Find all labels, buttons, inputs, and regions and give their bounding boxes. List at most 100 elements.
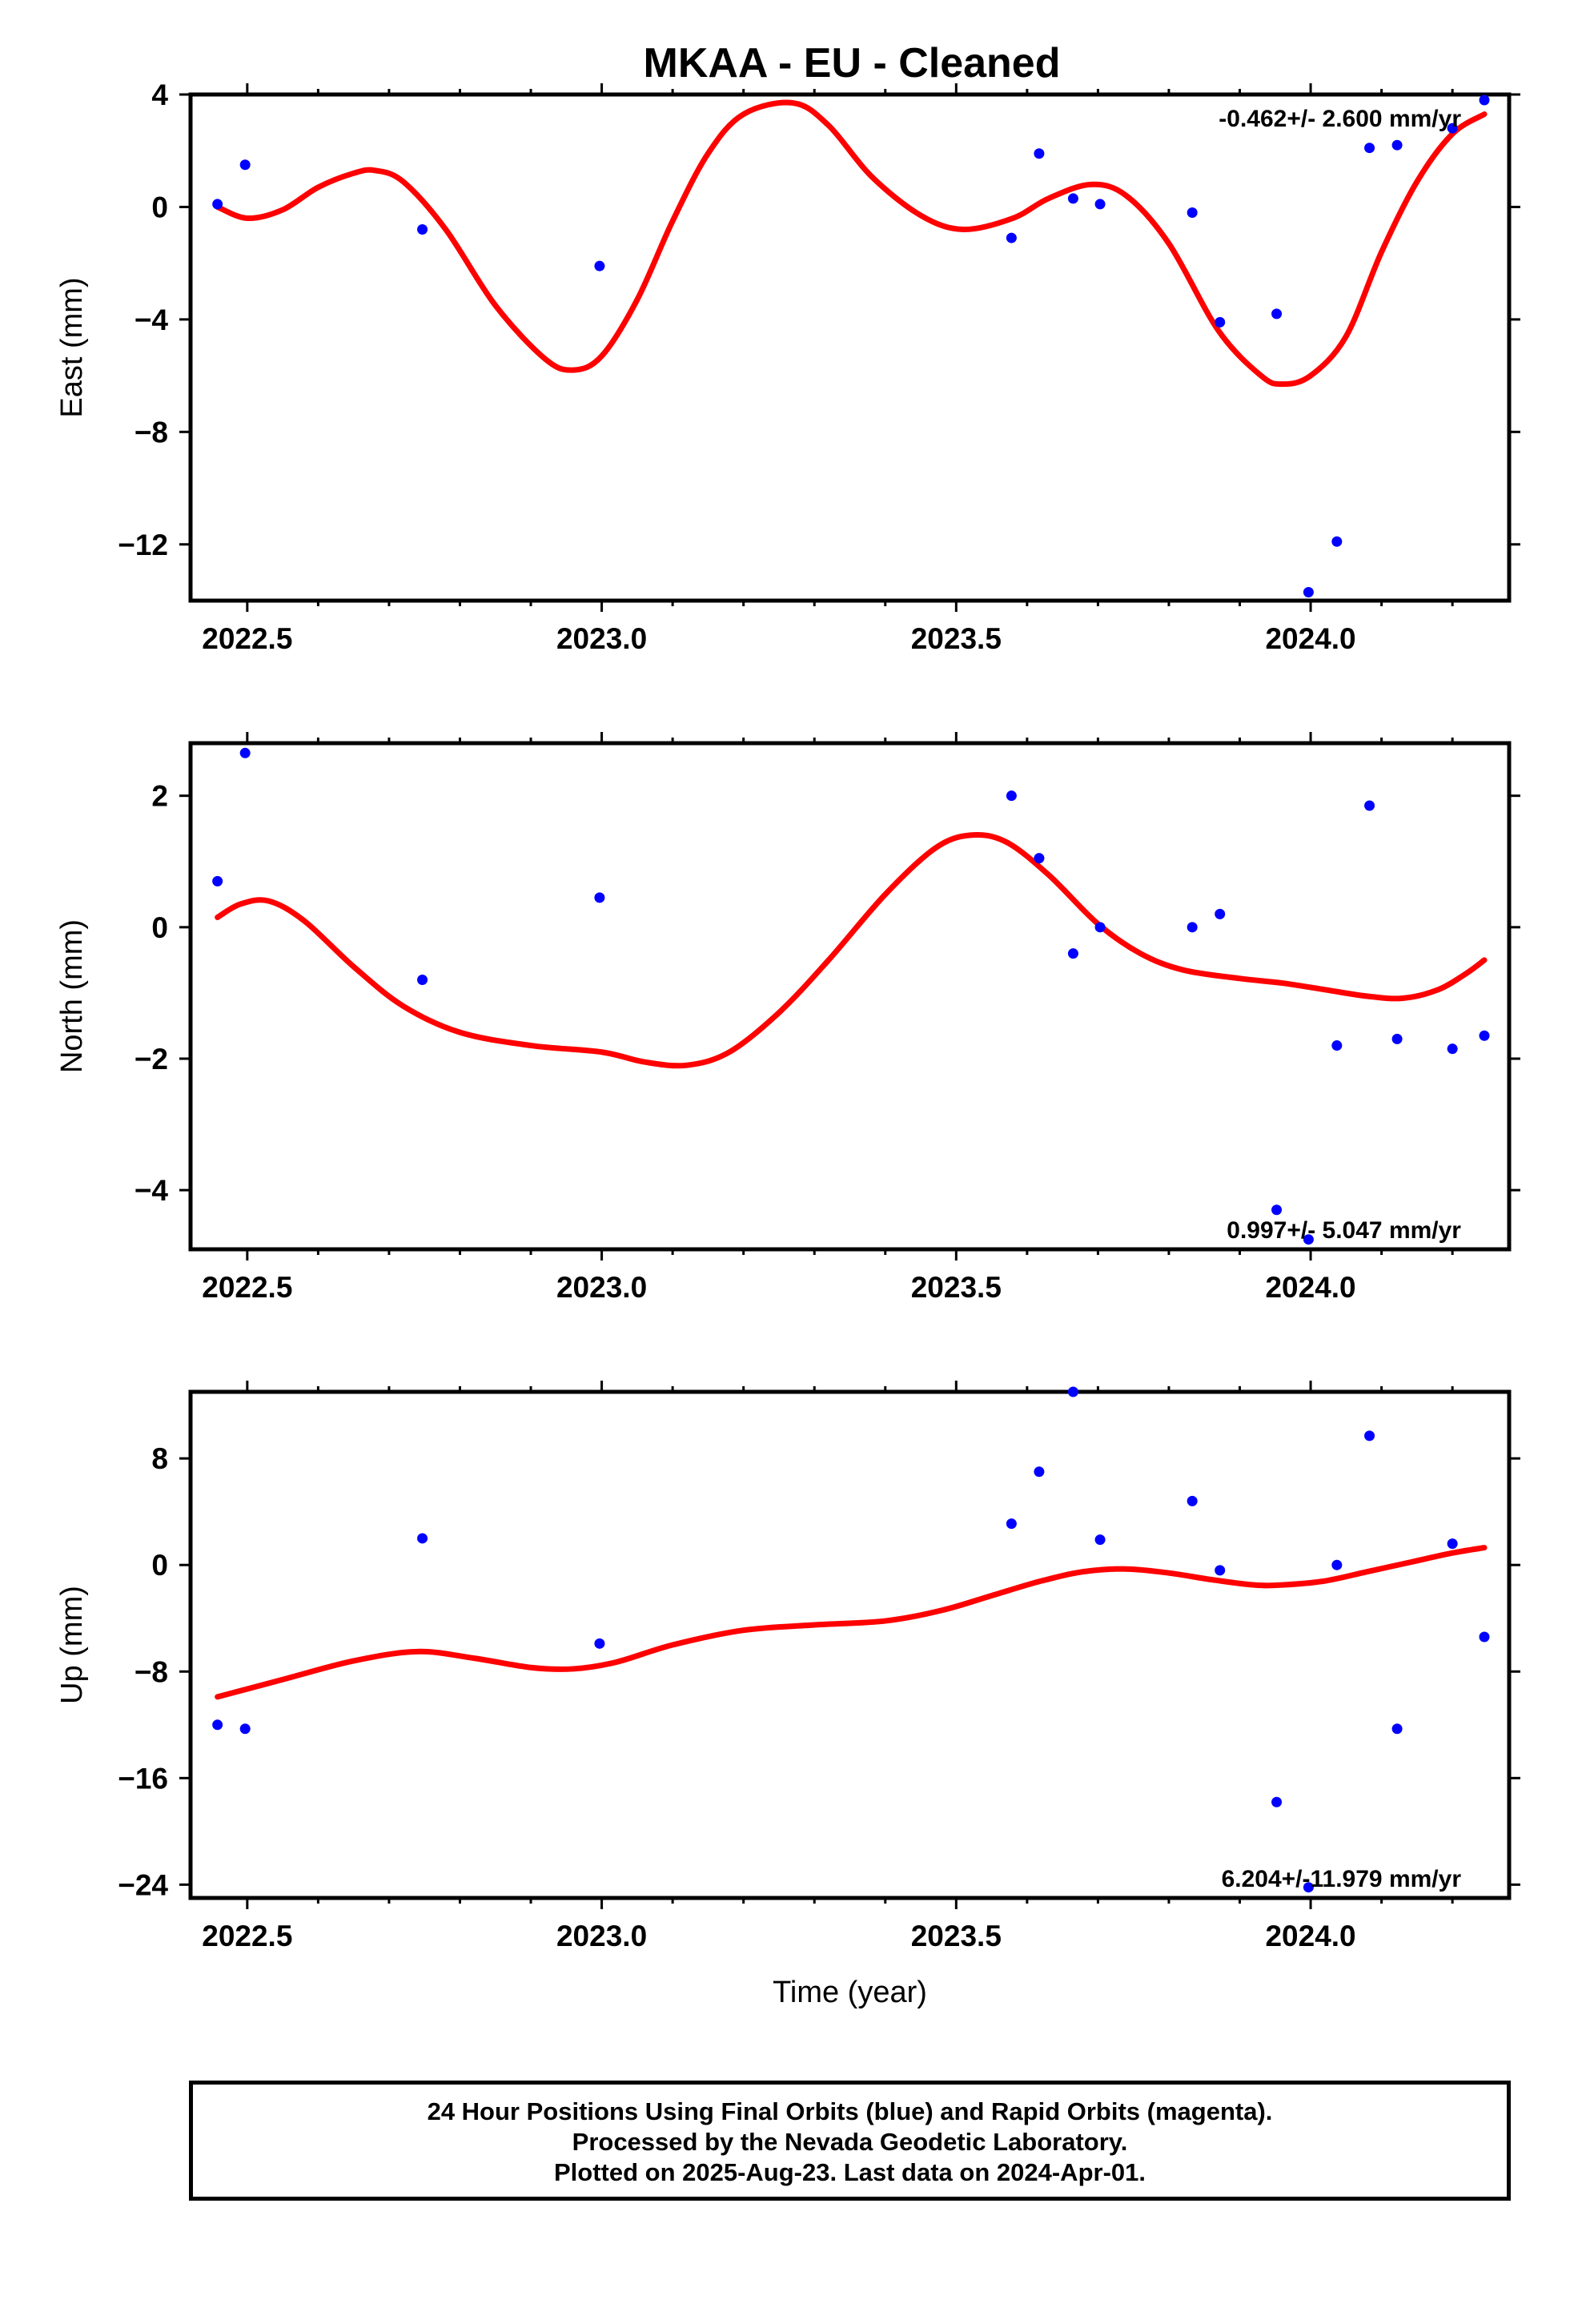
north-data-point: [1215, 908, 1226, 919]
north-data-point: [1447, 1043, 1458, 1055]
up-panel: 2022.5 2023.0 2023.5 2024.0 8 0 −8 −16 −24 Up (mm…: [55, 1381, 1520, 2009]
north-data-point: [1094, 922, 1106, 933]
east-data-point: [1006, 232, 1017, 243]
up-data-point: [1447, 1538, 1458, 1550]
east-data-point: [1447, 123, 1458, 134]
east-y-tick-label: 0: [151, 191, 168, 223]
north-y-tick-label: −2: [135, 1043, 168, 1076]
up-y-axis-label: Up (mm): [55, 1586, 89, 1704]
north-data-point: [1034, 853, 1045, 864]
east-panel: 2022.5 2023.0 2023.5 2024.0 4 0 −4 −8 −12 East (m…: [55, 78, 1520, 655]
east-data-point: [1331, 536, 1343, 547]
up-data-point: [239, 1723, 251, 1735]
north-y-tick-label: 2: [151, 780, 168, 813]
up-data-point: [417, 1533, 428, 1544]
east-data-point: [1303, 586, 1314, 597]
north-data-point: [1331, 1040, 1343, 1051]
up-data-point: [1331, 1559, 1343, 1570]
north-x-tick-label: 2022.5: [202, 1271, 292, 1304]
up-x-tick-label: 2024.0: [1265, 1920, 1355, 1952]
north-data-point: [239, 747, 251, 758]
up-x-axis-label: Time (year): [773, 1976, 927, 2009]
north-panel: 2022.5 2023.0 2023.5 2024.0 2 0 −2 −4 North (mm)…: [55, 732, 1520, 1304]
east-data-point: [1271, 308, 1283, 320]
east-data-point: [1479, 94, 1490, 106]
up-data-point: [1094, 1534, 1106, 1546]
up-x-tick-label: 2023.5: [911, 1920, 1002, 1952]
up-data-point: [1067, 1386, 1078, 1397]
panels: 2022.5 2023.0 2023.5 2024.0 4 0 −4 −8 −12 East (m…: [55, 78, 1520, 2009]
north-y-tick-label: 0: [151, 911, 168, 944]
east-x-tick-label: 2023.5: [911, 622, 1002, 655]
east-data-point: [1034, 148, 1045, 159]
up-data-point: [212, 1719, 223, 1731]
east-data-point: [1364, 143, 1375, 154]
north-data-point: [1391, 1033, 1403, 1044]
north-y-tick-label: −4: [135, 1174, 169, 1207]
up-data-point: [594, 1638, 605, 1649]
up-x-tick-label: 2022.5: [202, 1920, 292, 1952]
east-y-axis-label: East (mm): [55, 277, 89, 417]
east-data-point: [1215, 316, 1226, 328]
caption-box: 24 Hour Positions Using Final Orbits (bl…: [189, 2081, 1511, 2201]
up-y-tick-label: −16: [118, 1762, 168, 1795]
east-frame: [188, 92, 1512, 603]
east-data-point: [594, 260, 605, 271]
up-data-point: [1034, 1466, 1045, 1478]
up-data-point: [1006, 1518, 1017, 1530]
east-fit-line: [215, 99, 1488, 388]
east-data-point: [1067, 193, 1078, 204]
east-data-point: [212, 199, 223, 210]
east-data-point: [1094, 199, 1106, 210]
east-x-tick-label: 2022.5: [202, 622, 292, 655]
north-x-tick-label: 2024.0: [1265, 1271, 1355, 1304]
north-data-point: [1303, 1234, 1314, 1245]
north-rate-label: 0.997+/- 5.047 mm/yr: [1227, 1217, 1461, 1244]
east-data-point: [1186, 207, 1198, 218]
up-plot-area: [215, 1545, 1488, 1700]
up-rate-label: 6.204+/-11.979 mm/yr: [1222, 1866, 1462, 1892]
north-x-tick-label: 2023.5: [911, 1271, 1002, 1304]
north-data-point: [1006, 790, 1017, 802]
up-y-tick-label: 8: [151, 1442, 168, 1475]
north-data-point: [1364, 800, 1375, 811]
north-data-point: [212, 875, 223, 887]
up-data-point: [1479, 1631, 1490, 1642]
up-y-tick-label: 0: [151, 1549, 168, 1582]
north-y-axis-label: North (mm): [55, 919, 89, 1073]
north-data-point: [1067, 948, 1078, 959]
up-data-point: [1364, 1430, 1375, 1441]
up-data-point: [1186, 1495, 1198, 1506]
up-data-point: [1271, 1796, 1283, 1807]
north-plot-area: [215, 831, 1488, 1069]
up-frame: [188, 1389, 1512, 1900]
up-data-point: [1303, 1882, 1314, 1893]
caption-line-3: Plotted on 2025-Aug-23. Last data on 202…: [553, 2158, 1146, 2186]
east-y-tick-label: −12: [118, 529, 168, 561]
east-y-tick-label: −8: [135, 416, 168, 448]
north-fit-line: [215, 831, 1488, 1069]
east-rate-label: -0.462+/- 2.600 mm/yr: [1219, 106, 1461, 132]
east-plot-area: [215, 99, 1488, 388]
up-data-point: [1391, 1723, 1403, 1735]
caption-line-2: Processed by the Nevada Geodetic Laborat…: [572, 2128, 1128, 2156]
north-data-point: [594, 892, 605, 903]
up-y-tick-label: −8: [135, 1655, 168, 1688]
east-x-tick-label: 2023.0: [556, 622, 647, 655]
east-data-point: [239, 159, 251, 171]
north-x-tick-label: 2023.0: [556, 1271, 647, 1304]
north-data-point: [1479, 1030, 1490, 1041]
up-y-tick-label: −24: [118, 1868, 168, 1901]
east-x-tick-label: 2024.0: [1265, 622, 1355, 655]
north-data-point: [1186, 922, 1198, 933]
caption-line-1: 24 Hour Positions Using Final Orbits (bl…: [427, 2097, 1273, 2125]
chart-title: MKAA - EU - Cleaned: [644, 40, 1061, 86]
up-fit-line: [215, 1545, 1488, 1700]
up-data-point: [1215, 1565, 1226, 1576]
east-data-point: [417, 224, 428, 235]
up-x-tick-label: 2023.0: [556, 1920, 647, 1952]
east-y-tick-label: −4: [135, 304, 169, 336]
north-data-point: [1271, 1204, 1283, 1216]
east-y-tick-label: 4: [151, 78, 168, 111]
